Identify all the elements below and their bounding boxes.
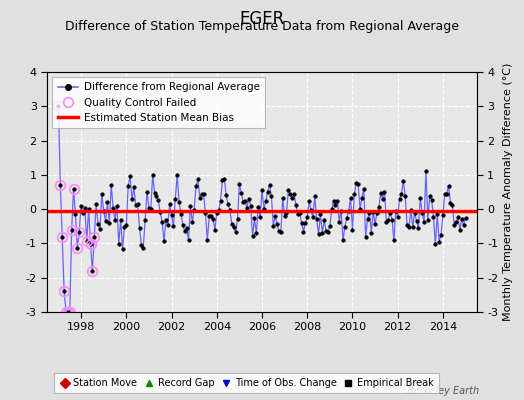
Text: Berkeley Earth: Berkeley Earth [407,386,479,396]
Legend: Difference from Regional Average, Quality Control Failed, Estimated Station Mean: Difference from Regional Average, Qualit… [52,77,265,128]
Y-axis label: Monthly Temperature Anomaly Difference (°C): Monthly Temperature Anomaly Difference (… [503,63,512,321]
Legend: Station Move, Record Gap, Time of Obs. Change, Empirical Break: Station Move, Record Gap, Time of Obs. C… [54,374,439,393]
Text: Difference of Station Temperature Data from Regional Average: Difference of Station Temperature Data f… [65,20,459,33]
Text: EGER: EGER [239,10,285,28]
